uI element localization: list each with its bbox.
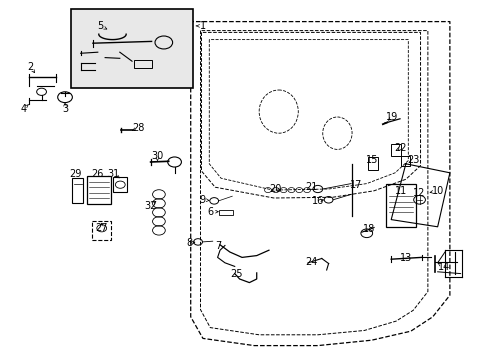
Text: 18: 18 <box>362 224 374 234</box>
Bar <box>71 9 193 88</box>
Text: 1: 1 <box>200 21 205 31</box>
Bar <box>134 60 151 68</box>
Text: 17: 17 <box>349 180 362 190</box>
Text: 22: 22 <box>394 143 407 153</box>
Text: 29: 29 <box>69 169 82 179</box>
Text: 30: 30 <box>151 150 163 161</box>
Text: 25: 25 <box>230 269 243 279</box>
Bar <box>92 221 111 240</box>
Text: 10: 10 <box>431 186 444 196</box>
Text: 2: 2 <box>27 62 33 72</box>
Text: 5: 5 <box>97 21 103 31</box>
Text: 15: 15 <box>366 155 378 165</box>
Text: 31: 31 <box>107 169 120 179</box>
Text: 4: 4 <box>20 104 26 114</box>
Text: 3: 3 <box>62 104 68 114</box>
Text: 19: 19 <box>385 112 398 122</box>
Text: 26: 26 <box>91 169 104 179</box>
Text: 14: 14 <box>437 262 449 272</box>
Text: 9: 9 <box>199 195 204 205</box>
Bar <box>219 210 232 215</box>
Bar <box>386 184 415 227</box>
Text: 32: 32 <box>143 201 156 211</box>
Text: 6: 6 <box>207 207 213 217</box>
Text: 16: 16 <box>311 196 324 206</box>
Text: 20: 20 <box>268 184 281 194</box>
Text: 21: 21 <box>305 182 317 192</box>
Text: 12: 12 <box>412 188 425 198</box>
Bar <box>72 178 83 203</box>
Text: 8: 8 <box>186 238 192 248</box>
Text: 28: 28 <box>132 123 144 133</box>
Bar <box>390 144 400 156</box>
Bar <box>87 176 110 204</box>
Text: 24: 24 <box>305 257 317 267</box>
Text: 13: 13 <box>399 253 411 264</box>
Bar <box>400 156 409 166</box>
Text: 27: 27 <box>95 223 108 233</box>
Text: 7: 7 <box>215 241 221 251</box>
Text: 23: 23 <box>406 155 419 165</box>
Text: 11: 11 <box>394 186 407 196</box>
Bar <box>113 177 127 192</box>
Bar <box>367 157 378 170</box>
